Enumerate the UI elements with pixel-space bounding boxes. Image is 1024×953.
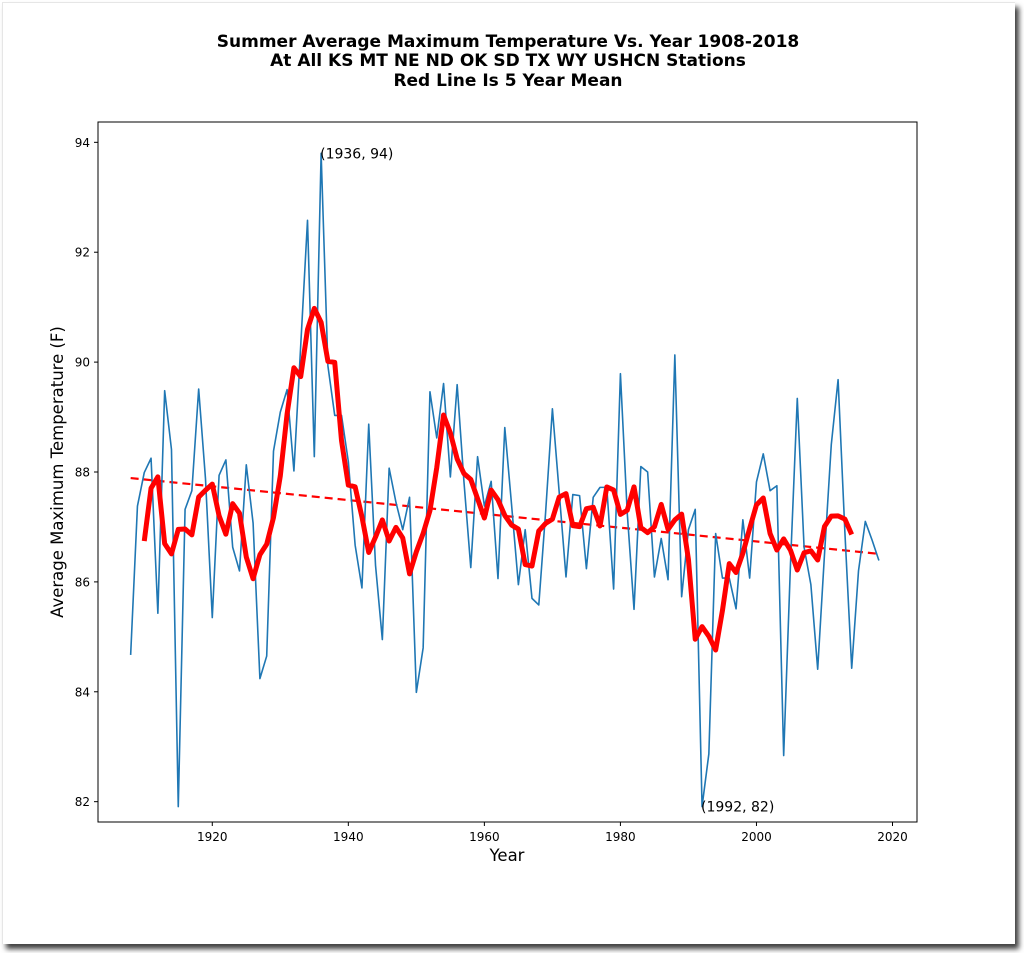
yearly-temperature-line [129,152,880,808]
plot-area [129,152,880,808]
y-tick-label: 84 [75,685,90,699]
x-tick-label: 1960 [469,830,500,844]
chart-title-line-2: At All KS MT NE ND OK SD TX WY USHCN Sta… [270,51,746,71]
annotations: (1936, 94) (1992, 82) [320,146,774,815]
y-axis-label: Average Maximum Temperature (F) [48,326,67,618]
x-tick-label: 2000 [741,830,772,844]
y-tick-label: 92 [75,246,90,260]
x-tick-label: 2020 [877,830,908,844]
x-tick-label: 1920 [197,830,228,844]
annotation-label: (1992, 82) [701,800,774,816]
chart-title-line-1: Summer Average Maximum Temperature Vs. Y… [217,32,799,52]
x-axis-label: Year [489,846,525,865]
y-tick-label: 94 [75,136,90,150]
y-tick-label: 86 [75,575,90,589]
chart-title: Summer Average Maximum Temperature Vs. Y… [217,32,799,91]
y-tick-label: 90 [75,356,90,370]
five-year-mean-line [141,305,854,653]
trend-line [130,476,880,555]
chart-title-line-3: Red Line Is 5 Year Mean [393,71,622,91]
y-tick-label: 88 [75,466,90,480]
x-tick-label: 1980 [605,830,636,844]
x-tick-label: 1940 [333,830,364,844]
y-axis: 82 84 86 88 90 92 94 [75,136,98,809]
y-tick-label: 82 [75,795,90,809]
annotation-label: (1936, 94) [320,146,393,162]
x-axis: 1920 1940 1960 1980 2000 2020 [197,822,908,844]
